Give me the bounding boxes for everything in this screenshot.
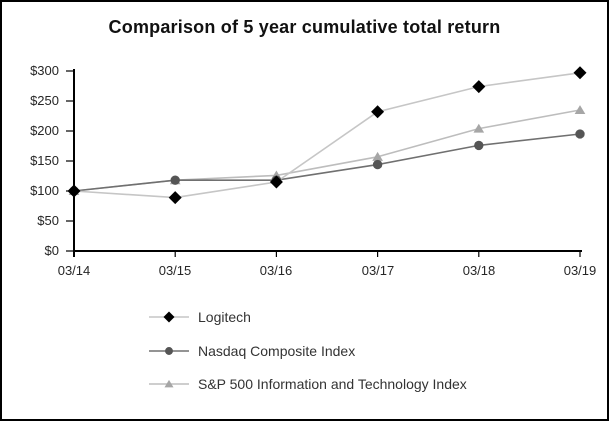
y-tick-label-300: $300 xyxy=(30,63,59,78)
legend-item-sp500-information-technology-index: S&P 500 Information and Technology Index xyxy=(149,376,467,392)
nasdaq-composite-index-circle-marker xyxy=(372,159,383,170)
s-p-500-information-and-technology-index-triangle-marker xyxy=(372,151,383,161)
x-tick-label-0316: 03/16 xyxy=(259,263,293,278)
x-tick-label-0319: 03/19 xyxy=(563,263,597,278)
legend-label-nasdaq-composite-index: Nasdaq Composite Index xyxy=(198,343,356,359)
logitech-line xyxy=(73,72,581,199)
chart-title: Comparison of 5 year cumulative total re… xyxy=(108,17,501,37)
s-p-500-information-and-technology-index-triangle-marker xyxy=(574,105,586,115)
legend-marker-circle-icon xyxy=(149,347,189,355)
logitech-diamond-marker xyxy=(269,175,283,189)
x-tick-label-0315: 03/15 xyxy=(158,263,192,278)
y-tick-label-100: $100 xyxy=(30,183,59,198)
legend-label-sp500-information-technology-index: S&P 500 Information and Technology Index xyxy=(198,376,467,392)
nasdaq-composite-index-circle-marker xyxy=(170,175,180,185)
s-p-500-information-and-technology-index-line xyxy=(73,109,581,192)
legend-marker-triangle-icon xyxy=(149,379,189,388)
x-tick-label-0318: 03/18 xyxy=(462,263,496,278)
nasdaq-composite-index-line xyxy=(73,133,581,192)
nasdaq-composite-index-circle-marker xyxy=(575,129,585,139)
y-tick-label-250: $250 xyxy=(30,93,59,108)
legend-item-nasdaq-composite-index: Nasdaq Composite Index xyxy=(149,343,355,359)
nasdaq-composite-index-circle-marker xyxy=(474,140,484,151)
logitech-diamond-marker xyxy=(573,66,587,80)
logitech-diamond-marker xyxy=(371,105,385,119)
legend-label-logitech: Logitech xyxy=(198,309,251,325)
legend-item-logitech: Logitech xyxy=(149,309,251,325)
y-tick-label-200: $200 xyxy=(30,123,59,138)
logitech-diamond-marker xyxy=(472,80,486,94)
nasdaq-composite-index-legend-marker xyxy=(165,347,173,355)
logitech-diamond-marker xyxy=(168,191,182,205)
logitech-diamond-marker xyxy=(67,184,81,198)
x-tick-label-0317: 03/17 xyxy=(361,263,395,278)
x-tick-label-0314: 03/14 xyxy=(57,263,91,278)
s-p-500-information-and-technology-index-triangle-marker xyxy=(473,123,485,133)
y-tick-label-50: $50 xyxy=(37,213,59,228)
y-tick-label-0: $0 xyxy=(44,243,59,258)
legend-marker-diamond-icon xyxy=(149,311,189,323)
s-p-500-information-and-technology-index-legend-marker xyxy=(164,379,174,388)
y-tick-label-150: $150 xyxy=(30,153,59,168)
logitech-legend-marker xyxy=(163,311,175,323)
